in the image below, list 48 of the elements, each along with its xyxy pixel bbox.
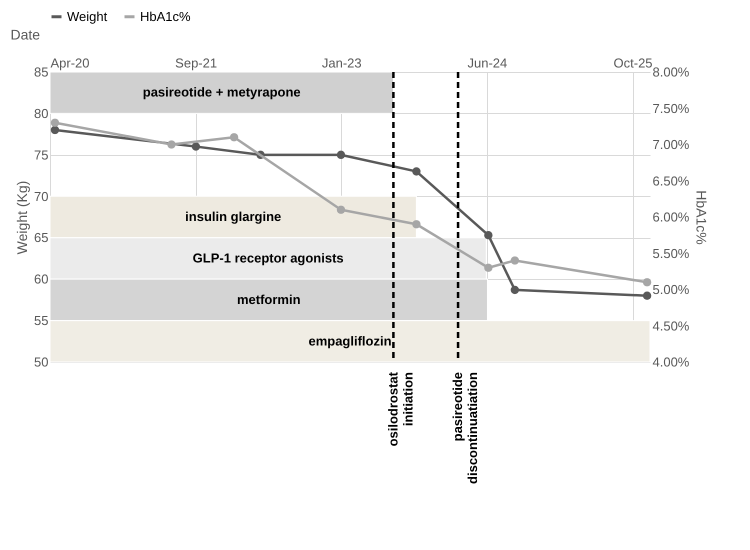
y2-tick-label: 5.50% — [652, 246, 690, 261]
point — [510, 286, 520, 294]
y-tick-label: 85 — [34, 64, 48, 80]
y-tick-label: 60 — [34, 272, 48, 287]
band-label: GLP-1 receptor agonists — [192, 250, 344, 266]
y-tick-label: 55 — [34, 313, 48, 328]
point — [50, 126, 60, 134]
y-axis-title: Weight (Kg) — [14, 180, 30, 254]
ref-line-label: osilodrostat initiation — [385, 371, 416, 446]
y2-tick-label: 7.00% — [652, 137, 690, 152]
y-tick-label: 70 — [34, 188, 48, 204]
x-tick-label: Apr-20 — [50, 56, 90, 70]
x-axis-title: Date — [10, 26, 40, 42]
x-tick-label: Jan-23 — [322, 56, 362, 70]
point — [510, 256, 520, 265]
point — [336, 150, 346, 160]
y-tick-label: 80 — [34, 106, 48, 121]
point — [192, 142, 200, 151]
x-tick-label: Jun-24 — [468, 56, 508, 70]
x-tick-label: Oct-25 — [614, 56, 653, 70]
y2-tick-label: 6.50% — [652, 173, 690, 188]
point — [167, 140, 176, 149]
point — [642, 278, 652, 286]
y2-axis-title: HbA1c% — [693, 190, 710, 245]
point — [412, 167, 421, 176]
point — [230, 133, 238, 142]
y2-tick-label: 4.50% — [652, 318, 690, 334]
point — [484, 264, 493, 272]
band-label: insulin glargine — [185, 209, 282, 224]
band-label: empagliflozin — [308, 333, 392, 348]
y2-tick-label: 6.00% — [652, 210, 690, 224]
y-tick-label: 50 — [34, 354, 48, 370]
y2-tick-label: 7.50% — [652, 100, 690, 116]
band-label: metformin — [236, 292, 301, 307]
y-tick-label: 65 — [34, 230, 48, 246]
y2-tick-label: 8.00% — [652, 64, 690, 80]
point — [336, 206, 346, 214]
y2-tick-label: 5.00% — [652, 282, 690, 297]
legend-label: HbA1c% — [140, 8, 192, 24]
point — [412, 220, 421, 228]
y-tick-label: 75 — [34, 147, 48, 162]
point — [642, 292, 652, 300]
legend-label: Weight — [67, 8, 108, 24]
y2-tick-label: 4.00% — [652, 354, 690, 370]
point — [484, 231, 493, 240]
x-tick-label: Sep-21 — [175, 56, 218, 70]
point — [50, 118, 60, 127]
band-label: pasireotide + metyrapone — [142, 84, 301, 100]
